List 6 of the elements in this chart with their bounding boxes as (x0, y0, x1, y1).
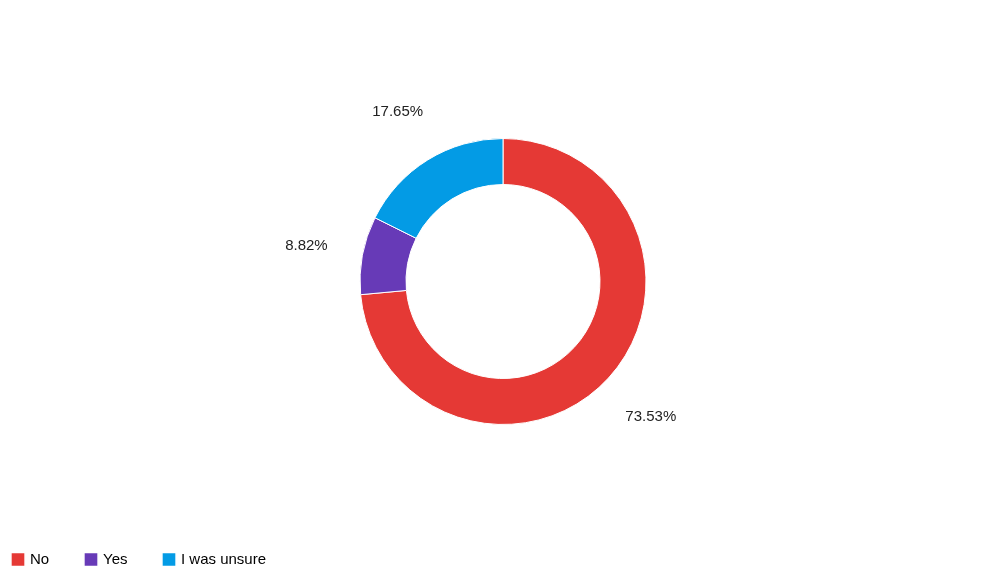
legend-label: No (30, 550, 50, 568)
data-label: 8.82% (285, 235, 328, 253)
legend-label: Yes (103, 550, 128, 568)
data-label: 17.65% (372, 102, 424, 120)
data-label: 73.53% (625, 407, 677, 425)
legend-label: I was unsure (181, 550, 267, 568)
